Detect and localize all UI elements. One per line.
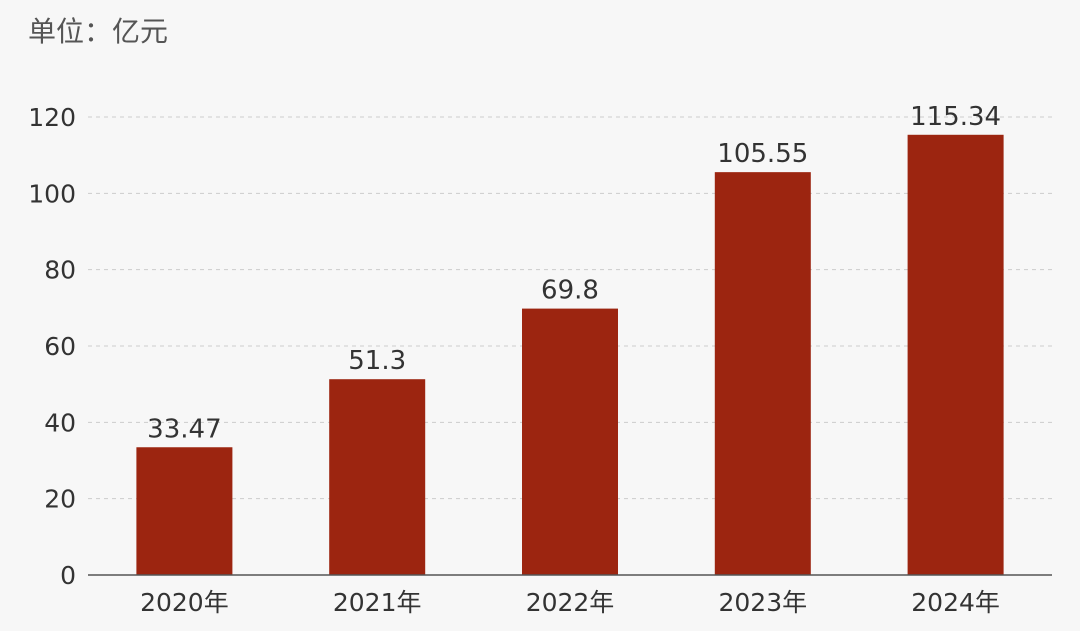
x-tick-label: 2024年 bbox=[911, 588, 1000, 617]
x-tick-label: 2022年 bbox=[526, 588, 615, 617]
unit-label: 单位：亿元 bbox=[28, 15, 169, 48]
bar bbox=[136, 447, 233, 575]
x-tick-label: 2023年 bbox=[718, 588, 807, 617]
bar bbox=[329, 379, 426, 575]
x-tick-label: 2020年 bbox=[140, 588, 229, 617]
y-tick-label: 60 bbox=[44, 332, 76, 361]
y-tick-label: 20 bbox=[44, 485, 76, 514]
bar-value-label: 115.34 bbox=[910, 102, 1001, 132]
bar bbox=[714, 172, 811, 576]
y-tick-label: 0 bbox=[60, 561, 76, 590]
y-tick-label: 120 bbox=[28, 103, 76, 132]
bar-value-label: 51.3 bbox=[348, 346, 406, 376]
y-tick-label: 40 bbox=[44, 408, 76, 437]
y-tick-label: 80 bbox=[44, 256, 76, 285]
y-axis-ticks: 0 20 40 60 80 100 120 bbox=[28, 103, 76, 590]
bar bbox=[907, 134, 1004, 576]
y-tick-label: 100 bbox=[28, 179, 76, 208]
value-labels: 33.47 51.3 69.8 105.55 115.34 bbox=[147, 102, 1001, 444]
bar-value-label: 33.47 bbox=[147, 414, 221, 444]
x-tick-label: 2021年 bbox=[333, 588, 422, 617]
bar-value-label: 105.55 bbox=[717, 139, 808, 169]
x-axis-ticks: 2020年 2021年 2022年 2023年 2024年 bbox=[140, 588, 1000, 617]
bar-value-label: 69.8 bbox=[541, 276, 599, 306]
bar bbox=[522, 308, 618, 575]
bars bbox=[136, 134, 1004, 576]
